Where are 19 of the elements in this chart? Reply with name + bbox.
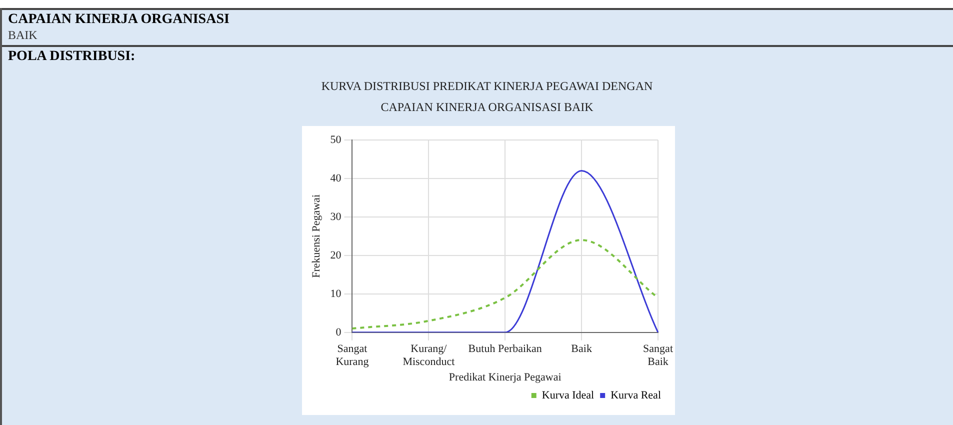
y-tick-label: 30 [330,210,342,223]
legend-label: Kurva Real [610,389,662,402]
y-tick-label: 0 [336,326,342,338]
x-axis-title: Predikat Kinerja Pegawai [448,371,562,384]
y-tick-label: 10 [330,288,342,300]
x-tick-label: Sangat Kurang [336,342,370,368]
y-tick-label: 40 [330,172,342,184]
text: POLA DISTRIBUSI: [8,49,136,65]
x-tick-label: Kurang/ Misconduct [402,342,455,368]
text: CAPAIAN KINERJA ORGANISASI [8,12,230,28]
x-tick-label: Sangat Baik [643,342,674,368]
x-tick-label: Butuh Perbaikan [468,342,542,355]
y-tick-label: 50 [330,134,342,146]
y-axis-title: Frekuensi Pegawai [310,194,322,278]
text: BAIK [8,28,38,43]
legend-label: Kurva Ideal [542,389,594,402]
x-tick-label: Baik [571,342,592,355]
chart-title: KURVA DISTRIBUSI PREDIKAT KINERJA PEGAWAI DENGAN CAPAIAN KINERJA ORGANISASI BAIK [320,78,654,116]
y-tick-label: 20 [330,249,342,262]
